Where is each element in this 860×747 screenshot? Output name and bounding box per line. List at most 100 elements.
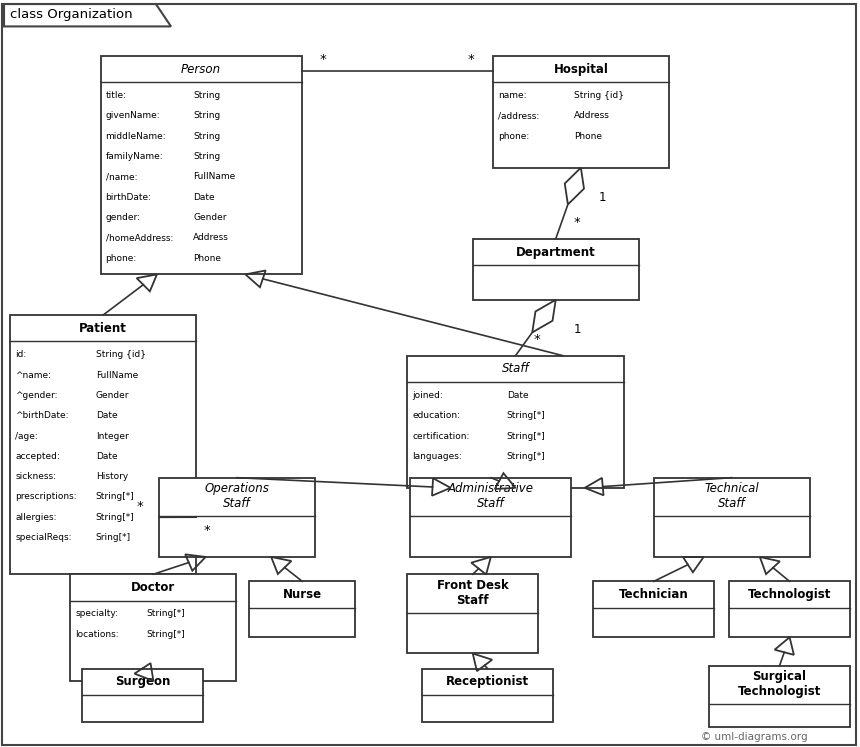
FancyBboxPatch shape xyxy=(410,477,571,557)
Text: String[*]: String[*] xyxy=(95,492,134,501)
FancyBboxPatch shape xyxy=(249,581,355,637)
FancyBboxPatch shape xyxy=(408,574,538,654)
Text: String {id}: String {id} xyxy=(95,350,145,359)
FancyBboxPatch shape xyxy=(408,356,624,488)
Text: Front Desk: Front Desk xyxy=(437,578,508,592)
Text: 1: 1 xyxy=(574,323,581,336)
Text: phone:: phone: xyxy=(498,131,529,140)
Text: Address: Address xyxy=(194,233,229,242)
Text: Date: Date xyxy=(507,391,529,400)
Text: Receptionist: Receptionist xyxy=(446,675,530,689)
Text: Patient: Patient xyxy=(79,322,127,335)
Text: Technologist: Technologist xyxy=(738,686,821,698)
Text: 1: 1 xyxy=(599,191,606,204)
Text: String[*]: String[*] xyxy=(95,512,134,522)
Text: Staff: Staff xyxy=(501,362,529,376)
Text: Surgical: Surgical xyxy=(752,670,807,683)
Text: education:: education: xyxy=(413,411,460,420)
FancyBboxPatch shape xyxy=(71,574,236,681)
FancyBboxPatch shape xyxy=(159,477,315,557)
Text: givenName:: givenName: xyxy=(106,111,160,120)
FancyBboxPatch shape xyxy=(10,315,196,574)
FancyBboxPatch shape xyxy=(654,477,810,557)
Text: sickness:: sickness: xyxy=(15,472,56,481)
Text: String: String xyxy=(194,111,220,120)
Text: Technologist: Technologist xyxy=(748,588,832,601)
Text: Surgeon: Surgeon xyxy=(115,675,170,689)
Text: String[*]: String[*] xyxy=(147,610,186,619)
Text: *: * xyxy=(320,54,327,66)
Text: Address: Address xyxy=(574,111,610,120)
Text: gender:: gender: xyxy=(106,213,141,222)
Text: Operations: Operations xyxy=(205,482,269,495)
FancyBboxPatch shape xyxy=(710,666,850,727)
Text: Staff: Staff xyxy=(223,498,250,510)
Text: languages:: languages: xyxy=(413,452,462,461)
Text: String: String xyxy=(194,131,220,140)
Text: middleName:: middleName: xyxy=(106,131,166,140)
Text: ^birthDate:: ^birthDate: xyxy=(15,411,69,420)
Text: prescriptions:: prescriptions: xyxy=(15,492,77,501)
Text: Phone: Phone xyxy=(194,254,221,263)
Text: accepted:: accepted: xyxy=(15,452,60,461)
Text: Hospital: Hospital xyxy=(554,63,608,75)
FancyBboxPatch shape xyxy=(101,56,302,274)
Text: name:: name: xyxy=(498,91,526,100)
Text: *: * xyxy=(574,216,580,229)
Text: Person: Person xyxy=(181,63,221,75)
Text: Administrative: Administrative xyxy=(448,482,534,495)
Text: Technical: Technical xyxy=(704,482,759,495)
Text: /age:: /age: xyxy=(15,432,38,441)
Text: familyName:: familyName: xyxy=(106,152,163,161)
Text: id:: id: xyxy=(15,350,27,359)
Text: History: History xyxy=(95,472,128,481)
Text: Staff: Staff xyxy=(718,498,746,510)
Text: FullName: FullName xyxy=(95,371,138,379)
Text: title:: title: xyxy=(106,91,126,100)
Polygon shape xyxy=(4,4,171,26)
Text: Gender: Gender xyxy=(194,213,227,222)
Text: String[*]: String[*] xyxy=(507,411,545,420)
Text: String[*]: String[*] xyxy=(507,452,545,461)
Text: Sring[*]: Sring[*] xyxy=(95,533,131,542)
Text: Date: Date xyxy=(95,452,117,461)
FancyBboxPatch shape xyxy=(729,581,850,637)
Text: String {id}: String {id} xyxy=(574,91,624,100)
Text: *: * xyxy=(468,54,475,66)
Text: Staff: Staff xyxy=(477,498,505,510)
Text: Staff: Staff xyxy=(457,594,489,607)
Text: String[*]: String[*] xyxy=(507,432,545,441)
Text: Technician: Technician xyxy=(619,588,689,601)
Text: Gender: Gender xyxy=(95,391,129,400)
FancyBboxPatch shape xyxy=(593,581,714,637)
FancyBboxPatch shape xyxy=(473,239,639,300)
Text: certification:: certification: xyxy=(413,432,470,441)
Text: *: * xyxy=(203,524,210,537)
Text: *: * xyxy=(533,332,540,346)
Text: specialty:: specialty: xyxy=(76,610,119,619)
Text: String: String xyxy=(194,152,220,161)
Text: Nurse: Nurse xyxy=(283,588,322,601)
Text: Doctor: Doctor xyxy=(132,581,175,594)
Text: Integer: Integer xyxy=(95,432,128,441)
Text: Date: Date xyxy=(194,193,215,202)
Text: joined:: joined: xyxy=(413,391,443,400)
FancyBboxPatch shape xyxy=(422,669,553,722)
Text: ^name:: ^name: xyxy=(15,371,51,379)
Text: ^gender:: ^gender: xyxy=(15,391,58,400)
Text: specialReqs:: specialReqs: xyxy=(15,533,71,542)
Text: Date: Date xyxy=(95,411,117,420)
Text: *: * xyxy=(137,500,144,512)
Text: locations:: locations: xyxy=(76,630,119,639)
FancyBboxPatch shape xyxy=(83,669,203,722)
Text: Phone: Phone xyxy=(574,131,602,140)
Text: birthDate:: birthDate: xyxy=(106,193,151,202)
FancyBboxPatch shape xyxy=(493,56,669,167)
Text: String[*]: String[*] xyxy=(147,630,186,639)
Text: String: String xyxy=(194,91,220,100)
Text: /homeAddress:: /homeAddress: xyxy=(106,233,173,242)
Text: /address:: /address: xyxy=(498,111,539,120)
Text: © uml-diagrams.org: © uml-diagrams.org xyxy=(701,732,808,742)
Text: /name:: /name: xyxy=(106,173,137,182)
Text: class Organization: class Organization xyxy=(10,7,132,21)
